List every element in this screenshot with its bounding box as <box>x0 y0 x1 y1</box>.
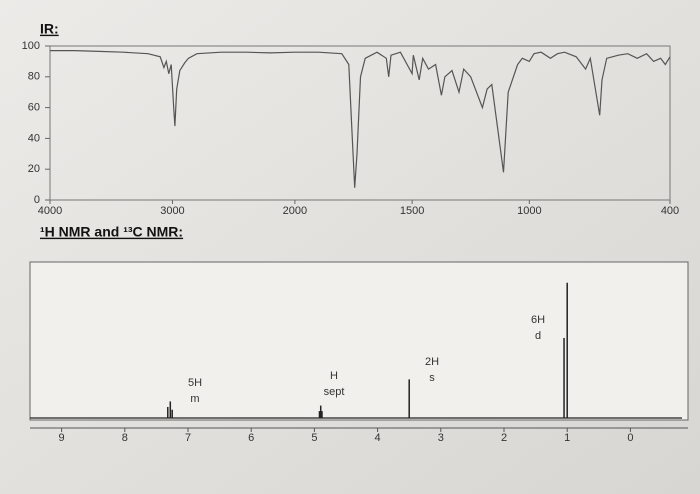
peak-label: 6H <box>531 314 545 326</box>
y-tick-label: 60 <box>28 102 40 114</box>
peak-label: H <box>330 370 338 382</box>
x-tick-label: 0 <box>627 432 633 444</box>
nmr-title: ¹H NMR and ¹³C NMR: <box>40 224 183 240</box>
x-tick-label: 9 <box>59 432 65 444</box>
peak-label: sept <box>324 386 345 398</box>
x-tick-label: 2000 <box>283 205 307 217</box>
ir-frame <box>49 45 671 201</box>
y-tick-label: 0 <box>34 194 40 206</box>
peak-label: d <box>535 330 541 342</box>
x-tick-label: 4 <box>375 432 381 444</box>
x-tick-label: 3000 <box>160 205 184 217</box>
x-tick-label: 4000 <box>38 205 62 217</box>
peak-label: 5H <box>188 377 202 389</box>
x-tick-label: 2 <box>501 432 507 444</box>
x-tick-label: 8 <box>122 432 128 444</box>
peak-label: 2H <box>425 356 439 368</box>
x-tick-label: 1 <box>564 432 570 444</box>
x-tick-label: 3 <box>438 432 444 444</box>
ir-trace <box>50 50 671 188</box>
y-tick-label: 100 <box>22 40 40 52</box>
x-tick-label: 1000 <box>517 205 541 217</box>
ir-title: IR: <box>40 21 59 37</box>
peak-label: m <box>190 393 199 405</box>
y-tick-label: 20 <box>28 163 40 175</box>
x-tick-label: 1500 <box>400 205 424 217</box>
x-tick-label: 5 <box>311 432 317 444</box>
y-tick-label: 40 <box>28 132 40 144</box>
peak-label: s <box>429 372 435 384</box>
y-tick-label: 80 <box>28 71 40 83</box>
nmr-frame <box>29 261 689 421</box>
x-tick-label: 7 <box>185 432 191 444</box>
x-tick-label: 400 <box>661 205 679 217</box>
x-tick-label: 6 <box>248 432 254 444</box>
